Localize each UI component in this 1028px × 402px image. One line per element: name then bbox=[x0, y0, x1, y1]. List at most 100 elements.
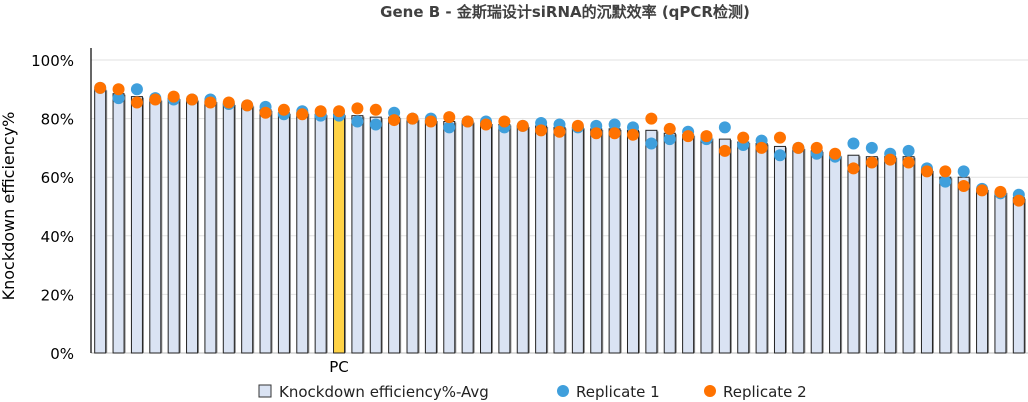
y-tick-label: 60% bbox=[41, 169, 74, 187]
point-replicate-2 bbox=[535, 124, 548, 137]
point-replicate-2 bbox=[976, 184, 989, 197]
point-replicate-2 bbox=[682, 130, 695, 143]
point-replicate-2 bbox=[608, 127, 621, 140]
point-replicate-2 bbox=[939, 165, 952, 178]
point-replicate-2 bbox=[590, 127, 603, 140]
point-replicate-2 bbox=[241, 99, 254, 112]
point-replicate-1 bbox=[130, 83, 143, 96]
bar bbox=[204, 100, 217, 354]
point-replicate-1 bbox=[902, 144, 915, 157]
bar bbox=[847, 154, 860, 354]
point-replicate-2 bbox=[186, 93, 199, 106]
bar bbox=[516, 125, 529, 354]
y-tick-label: 40% bbox=[41, 228, 74, 246]
point-replicate-2 bbox=[314, 105, 327, 118]
point-replicate-2 bbox=[351, 102, 364, 115]
point-replicate-1 bbox=[957, 165, 970, 178]
point-replicate-1 bbox=[939, 175, 952, 188]
legend-swatch-rep2 bbox=[704, 385, 716, 397]
bar bbox=[829, 154, 842, 354]
bar bbox=[406, 118, 419, 354]
bar bbox=[884, 156, 897, 354]
point-replicate-2 bbox=[645, 112, 658, 125]
point-replicate-2 bbox=[773, 131, 786, 144]
bar bbox=[590, 128, 603, 354]
point-replicate-1 bbox=[443, 121, 456, 134]
point-replicate-2 bbox=[884, 153, 897, 166]
point-replicate-2 bbox=[112, 83, 125, 96]
point-replicate-1 bbox=[865, 141, 878, 154]
point-replicate-2 bbox=[1012, 194, 1025, 207]
point-replicate-2 bbox=[94, 81, 107, 94]
legend-swatch-rep1 bbox=[557, 385, 569, 397]
y-tick-labels: 0% 20% 40% 60% 80% 100% bbox=[31, 52, 74, 363]
point-replicate-1 bbox=[773, 149, 786, 162]
bar bbox=[718, 138, 731, 354]
legend-label-avg: Knockdown efficiency%-Avg bbox=[279, 383, 489, 401]
bar bbox=[902, 156, 915, 354]
bar bbox=[939, 176, 952, 354]
point-replicate-1 bbox=[645, 137, 658, 150]
bar bbox=[645, 129, 658, 354]
bar bbox=[957, 176, 970, 354]
point-replicate-1 bbox=[718, 121, 731, 134]
bar bbox=[682, 134, 695, 354]
bar bbox=[314, 113, 327, 354]
bar bbox=[498, 123, 511, 354]
bar bbox=[186, 99, 199, 354]
bar bbox=[792, 147, 805, 354]
point-replicate-2 bbox=[369, 103, 382, 116]
point-replicate-2 bbox=[480, 118, 493, 131]
point-replicate-2 bbox=[902, 156, 915, 169]
bar bbox=[443, 121, 456, 354]
bar bbox=[167, 97, 180, 354]
point-replicate-2 bbox=[920, 165, 933, 178]
bar bbox=[369, 116, 382, 354]
point-replicate-2 bbox=[149, 93, 162, 106]
bar bbox=[810, 150, 823, 354]
point-replicate-2 bbox=[388, 114, 401, 127]
point-replicate-1 bbox=[663, 133, 676, 146]
point-replicate-1 bbox=[351, 115, 364, 128]
y-tick-label: 20% bbox=[41, 286, 74, 304]
point-replicate-1 bbox=[112, 92, 125, 105]
bar bbox=[755, 143, 768, 354]
legend-label-rep2: Replicate 2 bbox=[723, 383, 807, 401]
point-replicate-2 bbox=[222, 96, 235, 109]
point-replicate-1 bbox=[847, 137, 860, 150]
point-replicate-2 bbox=[810, 141, 823, 154]
point-replicate-2 bbox=[167, 90, 180, 103]
point-replicate-2 bbox=[865, 156, 878, 169]
bar bbox=[553, 126, 566, 354]
y-tick-label: 0% bbox=[50, 345, 74, 363]
bars bbox=[94, 88, 1026, 354]
point-replicate-2 bbox=[957, 179, 970, 192]
y-tick-label: 100% bbox=[31, 52, 74, 70]
bar bbox=[1012, 197, 1025, 354]
bar bbox=[608, 128, 621, 354]
point-replicate-1 bbox=[608, 118, 621, 131]
bar bbox=[296, 112, 309, 354]
point-replicate-2 bbox=[424, 115, 437, 128]
bar bbox=[461, 121, 474, 354]
bar bbox=[994, 191, 1007, 354]
bar bbox=[865, 156, 878, 354]
y-tick-label: 80% bbox=[41, 111, 74, 129]
bar bbox=[700, 137, 713, 354]
point-replicate-2 bbox=[277, 103, 290, 116]
point-replicate-2 bbox=[443, 111, 456, 124]
bar bbox=[535, 125, 548, 354]
bar bbox=[277, 112, 290, 354]
bar-pc bbox=[333, 113, 346, 354]
legend: Knockdown efficiency%-Avg Replicate 1 Re… bbox=[258, 383, 807, 401]
points bbox=[94, 81, 1025, 207]
bar bbox=[920, 169, 933, 354]
point-replicate-2 bbox=[792, 141, 805, 154]
bar bbox=[241, 104, 254, 354]
bar bbox=[259, 109, 272, 354]
bar bbox=[424, 119, 437, 354]
point-replicate-2 bbox=[461, 115, 474, 128]
bar bbox=[737, 141, 750, 354]
